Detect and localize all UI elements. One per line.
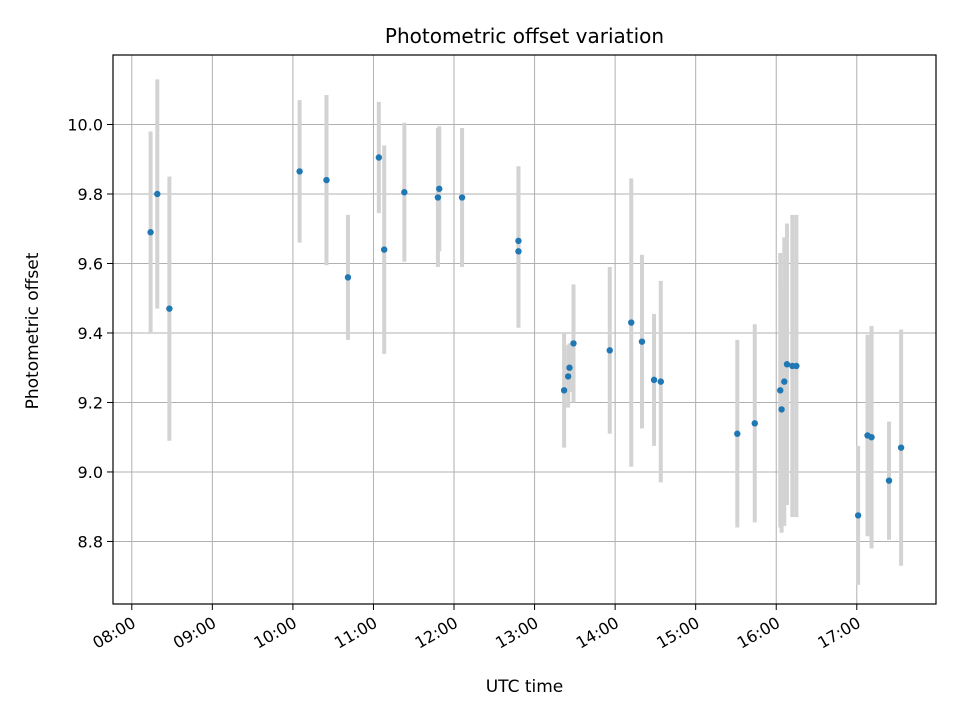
plot-frame (112, 54, 937, 605)
data-point (734, 430, 741, 437)
data-point (515, 248, 522, 255)
y-tick-label: 9.8 (78, 185, 103, 204)
data-point (381, 246, 388, 253)
chart-title: Photometric offset variation (385, 24, 664, 48)
data-point (458, 194, 466, 201)
data-point (885, 477, 893, 484)
data-point (566, 364, 573, 371)
data-point (650, 376, 658, 384)
data-point (628, 319, 635, 326)
data-point (854, 512, 862, 519)
data-point (778, 406, 785, 413)
y-tick-label: 9.4 (78, 324, 103, 343)
data-point (897, 444, 905, 451)
data-point (868, 434, 875, 441)
y-tick-label: 9.2 (78, 393, 103, 412)
data-point (436, 185, 443, 192)
data-point (638, 338, 646, 345)
data-point (793, 362, 800, 370)
y-tick-label: 8.8 (78, 532, 103, 551)
data-point (434, 194, 442, 201)
data-point (401, 189, 408, 196)
data-point (781, 378, 788, 385)
data-point (166, 305, 173, 312)
data-point (515, 237, 522, 245)
y-tick-label: 9.6 (78, 254, 103, 273)
data-point (570, 340, 577, 347)
data-point (751, 420, 758, 427)
data-point (154, 190, 161, 198)
y-tick-label: 9.0 (78, 463, 103, 482)
data-point (296, 168, 303, 175)
x-axis-label: UTC time (486, 677, 564, 697)
data-point (147, 229, 154, 236)
data-point (657, 378, 664, 385)
data-point (777, 387, 784, 394)
data-point (375, 154, 383, 161)
data-point (564, 373, 572, 380)
y-tick-label: 10.0 (67, 115, 103, 134)
y-axis-label: Photometric offset (23, 252, 43, 409)
data-point (783, 361, 791, 368)
data-point (560, 387, 568, 394)
data-point (323, 176, 330, 184)
data-points (147, 154, 905, 519)
grid (113, 55, 936, 604)
data-point (344, 274, 352, 281)
data-point (606, 347, 613, 354)
y-axis-ticks: 8.8 9.0 9.2 9.4 9.6 9.8 10.0 (67, 115, 113, 551)
